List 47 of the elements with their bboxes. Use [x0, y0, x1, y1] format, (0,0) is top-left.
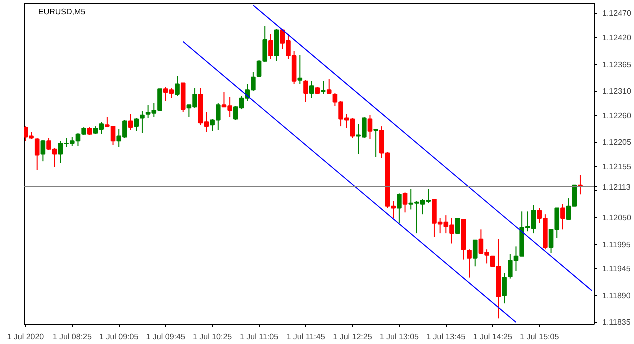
y-tick-label: 1.12420	[602, 34, 632, 43]
candlestick	[40, 140, 46, 162]
ref-line-label: 1.12113	[602, 182, 632, 192]
candlestick	[467, 249, 472, 278]
candlestick	[560, 204, 566, 230]
x-tick-label: 1 Jul 09:45	[146, 332, 186, 342]
y-tick-label: 1.12310	[602, 87, 632, 96]
candlestick	[134, 118, 140, 132]
candlestick	[175, 76, 180, 97]
x-tick-label: 1 Jul 15:05	[520, 332, 560, 342]
candlestick	[298, 54, 303, 85]
candlestick	[34, 138, 40, 171]
y-tick-label: 1.12050	[602, 214, 632, 222]
candlestick	[402, 192, 408, 214]
y-tick-label: 1.12205	[602, 138, 632, 148]
x-tick-label: 1 Jul 13:45	[426, 332, 466, 342]
y-tick-label: 1.11890	[602, 291, 632, 300]
y-tick-label: 1.11945	[602, 264, 632, 274]
candlestick	[268, 34, 274, 60]
x-tick-label: 1 Jul 11:45	[286, 332, 326, 342]
x-tick-label: 1 Jul 13:05	[380, 332, 420, 342]
candlestick	[368, 114, 373, 140]
candlestick	[304, 80, 308, 103]
y-tick-label: 1.12365	[602, 60, 632, 70]
candlestick	[397, 193, 402, 224]
candlestick	[472, 240, 478, 268]
y-tick-label: 1.12155	[602, 162, 632, 172]
x-tick-label: 1 Jul 10:25	[192, 332, 233, 342]
candlestick	[502, 272, 507, 304]
x-tick-label: 1 Jul 11:05	[240, 332, 280, 342]
x-tick-label: 1 Jul 12:25	[333, 332, 373, 342]
candlestick	[374, 128, 378, 158]
x-tick-label: 1 Jul 2020	[7, 332, 45, 342]
y-tick-label: 1.11835	[602, 318, 632, 328]
x-tick-label: 1 Jul 08:25	[52, 332, 93, 342]
y-tick-label: 1.12470	[602, 9, 632, 18]
y-tick-label: 1.12260	[602, 111, 632, 120]
x-tick-label: 1 Jul 14:25	[473, 332, 513, 342]
candlestick	[321, 80, 326, 95]
text: EURUSD,M5	[38, 8, 86, 16]
candlestick	[128, 114, 134, 131]
x-tick-label: 1 Jul 09:05	[100, 332, 140, 342]
candlestick	[140, 110, 145, 134]
candlestick	[326, 78, 332, 95]
candlestick	[309, 80, 314, 99]
y-tick-label: 1.11995	[602, 240, 632, 250]
candlestick	[455, 218, 460, 234]
